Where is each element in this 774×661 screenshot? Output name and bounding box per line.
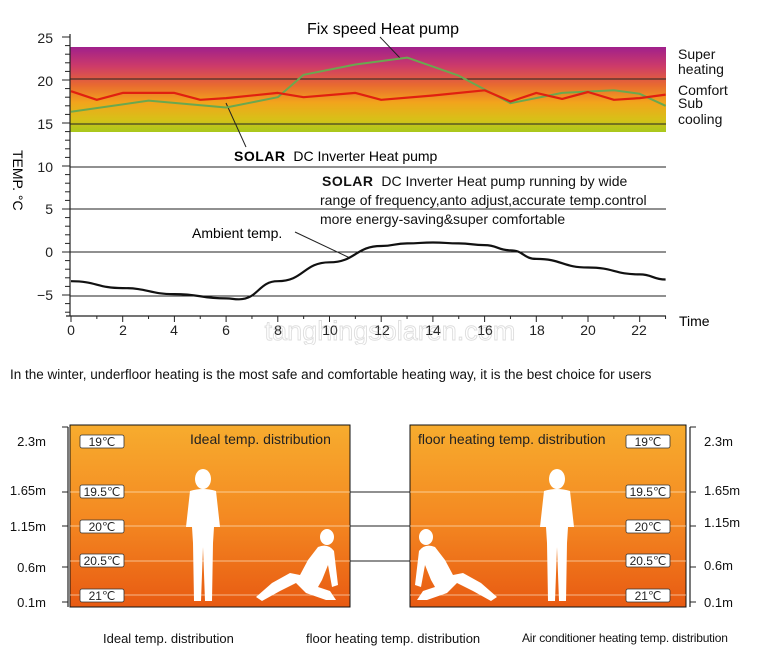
temp-label: 20℃ <box>89 520 116 534</box>
height-label: 0.1m <box>704 595 733 610</box>
y-tick-label: 10 <box>37 159 53 175</box>
standing-person-icon <box>186 469 220 601</box>
note-line-1: SOLAR DC Inverter Heat pump running by w… <box>322 173 628 189</box>
note-line-1-text: DC Inverter Heat pump running by wide <box>381 173 627 189</box>
height-label: 2.3m <box>17 434 46 449</box>
height-label: 0.1m <box>17 595 46 610</box>
band-label-word: Sub <box>678 95 703 111</box>
x-tick-label: 14 <box>425 322 441 338</box>
y-axis-label: TEMP. °C <box>10 150 26 211</box>
height-label: 1.15m <box>10 519 46 534</box>
x-tick-label: 2 <box>119 322 127 338</box>
solar-brand: SOLAR <box>234 148 286 164</box>
temp-label: 20℃ <box>635 520 662 534</box>
band-label-comfort: Comfort <box>678 82 728 98</box>
temp-label: 19℃ <box>635 435 662 449</box>
title-leader-line <box>379 36 401 59</box>
note-line-2: range of frequency,anto adjust,accurate … <box>320 192 647 208</box>
band-labels: Super heating Comfort Sub cooling <box>678 46 728 127</box>
y-tick-labels: 25 20 15 10 5 0 −5 <box>37 30 53 303</box>
bottom-label-ideal: Ideal temp. distribution <box>103 631 234 646</box>
ambient-label: Ambient temp. <box>192 225 282 241</box>
solar-inverter-line <box>70 89 666 103</box>
x-tick-label: 16 <box>477 322 493 338</box>
inverter-note: SOLAR DC Inverter Heat pump running by w… <box>320 173 647 227</box>
right-height-scale: 2.3m 1.65m 1.15m 0.6m 0.1m <box>689 426 740 610</box>
solar-line-label: SOLAR DC Inverter Heat pump <box>234 148 438 164</box>
x-tick-labels: 0 2 4 6 8 10 12 14 16 18 20 22 <box>67 322 647 338</box>
solar-leader-line <box>225 102 247 148</box>
left-height-scale: 2.3m 1.65m 1.15m 0.6m 0.1m <box>10 426 69 610</box>
note-line-3: more energy-saving&super comfortable <box>320 211 565 227</box>
height-label: 2.3m <box>704 434 733 449</box>
height-label: 1.15m <box>704 515 740 530</box>
height-label: 0.6m <box>17 560 46 575</box>
sitting-person-icon <box>415 529 497 601</box>
temp-label: 19℃ <box>89 435 116 449</box>
ambient-leader-line <box>294 231 351 259</box>
temperature-chart: 25 20 15 10 5 0 −5 0 2 4 6 8 10 12 14 16… <box>10 21 728 345</box>
sitting-person-icon <box>256 529 338 601</box>
y-tick-label: 0 <box>45 244 53 260</box>
gridlines <box>70 78 666 297</box>
temp-boxes: 19℃ 19.5℃ 20℃ 20.5℃ 21℃ <box>625 434 671 603</box>
temp-label: 21℃ <box>635 589 662 603</box>
height-label: 1.65m <box>704 483 740 498</box>
x-tick-label: 20 <box>580 322 596 338</box>
band-label-word: cooling <box>678 111 722 127</box>
y-tick-label: −5 <box>37 287 53 303</box>
panel-connectors <box>350 491 410 562</box>
watermark: tanghingsolaren.com <box>265 316 516 345</box>
temp-label: 20.5℃ <box>630 554 667 568</box>
floor-heating-panel: floor heating temp. distribution 19℃ 19.… <box>409 424 687 608</box>
x-tick-label: 12 <box>374 322 390 338</box>
x-tick-label: 18 <box>529 322 545 338</box>
bottom-label-air-conditioner: Air conditioner heating temp. distributi… <box>522 631 728 645</box>
comfort-band <box>70 47 666 132</box>
temp-label: 21℃ <box>89 589 116 603</box>
y-tick-label: 5 <box>45 201 53 217</box>
chart-title: Fix speed Heat pump <box>307 21 459 38</box>
band-label-word: Super <box>678 46 716 62</box>
solar-label-text: DC Inverter Heat pump <box>293 148 437 164</box>
panel-title: Ideal temp. distribution <box>190 431 331 447</box>
note-brand: SOLAR <box>322 173 374 189</box>
y-axis-minor-ticks <box>62 36 70 313</box>
height-label: 0.6m <box>704 558 733 573</box>
temp-label: 19.5℃ <box>84 485 121 499</box>
x-tick-label: 6 <box>222 322 230 338</box>
y-tick-label: 15 <box>37 116 53 132</box>
x-axis-label: Time <box>679 313 710 329</box>
x-tick-label: 4 <box>170 322 178 338</box>
temp-boxes: 19℃ 19.5℃ 20℃ 20.5℃ 21℃ <box>79 434 125 603</box>
caption: In the winter, underfloor heating is the… <box>10 367 652 382</box>
series-layer <box>70 56 667 301</box>
y-tick-label: 20 <box>37 73 53 89</box>
band-label-sub-cooling: Sub cooling <box>678 95 722 127</box>
ambient-temp-line <box>70 241 666 301</box>
y-tick-label: 25 <box>37 30 53 46</box>
temp-label: 19.5℃ <box>630 485 667 499</box>
x-tick-label: 0 <box>67 322 75 338</box>
bottom-label-floor-heating: floor heating temp. distribution <box>306 631 481 646</box>
x-tick-label: 10 <box>322 322 338 338</box>
fix-speed-line <box>70 56 667 113</box>
temp-label: 20.5℃ <box>84 554 121 568</box>
x-tick-label: 22 <box>631 322 647 338</box>
x-tick-label: 8 <box>274 322 282 338</box>
height-label: 1.65m <box>10 483 46 498</box>
ideal-distribution-panel: Ideal temp. distribution 19℃ 19.5℃ 20℃ 2… <box>69 424 351 608</box>
panel-title: floor heating temp. distribution <box>418 431 606 447</box>
band-label-super-heating: Super heating <box>678 46 724 77</box>
standing-person-icon <box>540 469 574 601</box>
band-label-word: heating <box>678 61 724 77</box>
floor-heating-diagram: 2.3m 1.65m 1.15m 0.6m 0.1m Ideal temp. d… <box>10 424 740 610</box>
x-axis-minor-ticks <box>70 316 667 322</box>
